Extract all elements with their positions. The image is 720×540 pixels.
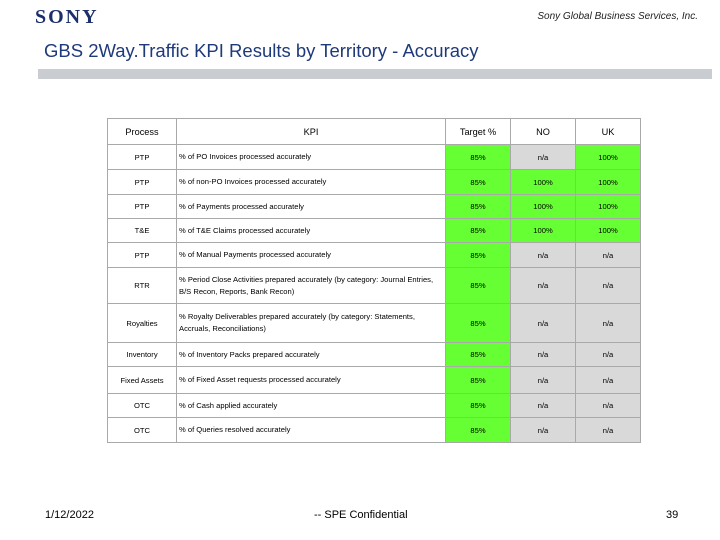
target-cell: 85% (445, 144, 511, 170)
slide-title: GBS 2Way.Traffic KPI Results by Territor… (44, 40, 479, 61)
target-cell: 85% (445, 267, 511, 304)
table-row: Fixed Assets % of Fixed Asset requests p… (107, 366, 641, 394)
process-cell: PTP (107, 144, 177, 170)
process-cell: PTP (107, 242, 177, 268)
process-cell: PTP (107, 169, 177, 195)
kpi-cell: % of Manual Payments processed accuratel… (176, 242, 446, 268)
process-cell: Inventory (107, 342, 177, 367)
process-cell: OTC (107, 417, 177, 443)
target-cell: 85% (445, 393, 511, 418)
target-cell: 85% (445, 194, 511, 219)
no-cell: n/a (510, 342, 576, 367)
target-cell: 85% (445, 242, 511, 268)
table-row: Royalties % Royalty Deliverables prepare… (107, 303, 641, 343)
uk-cell: n/a (575, 393, 641, 418)
target-cell: 85% (445, 366, 511, 394)
table-row: PTP % of Payments processed accurately 8… (107, 194, 641, 219)
table-row: T&E % of T&E Claims processed accurately… (107, 218, 641, 243)
no-cell: 100% (510, 194, 576, 219)
no-cell: n/a (510, 144, 576, 170)
table-row: OTC % of Queries resolved accurately 85%… (107, 417, 641, 443)
uk-cell: n/a (575, 366, 641, 394)
process-cell: Fixed Assets (107, 366, 177, 394)
uk-cell: 100% (575, 218, 641, 243)
table-header-row: Process KPI Target % NO UK (107, 118, 641, 145)
kpi-cell: % Royalty Deliverables prepared accurate… (176, 303, 446, 343)
no-cell: n/a (510, 417, 576, 443)
uk-cell: n/a (575, 417, 641, 443)
no-cell: 100% (510, 218, 576, 243)
target-cell: 85% (445, 417, 511, 443)
uk-cell: n/a (575, 267, 641, 304)
uk-cell: 100% (575, 194, 641, 219)
uk-cell: 100% (575, 144, 641, 170)
target-cell: 85% (445, 303, 511, 343)
uk-cell: n/a (575, 342, 641, 367)
kpi-cell: % of Inventory Packs prepared accurately (176, 342, 446, 367)
footer-confidential: -- SPE Confidential (314, 509, 408, 521)
table-row: PTP % of Manual Payments processed accur… (107, 242, 641, 268)
footer-page-number: 39 (666, 509, 679, 521)
table-row: PTP % of non-PO Invoices processed accur… (107, 169, 641, 195)
kpi-cell: % of T&E Claims processed accurately (176, 218, 446, 243)
process-cell: RTR (107, 267, 177, 304)
kpi-cell: % Period Close Activities prepared accur… (176, 267, 446, 304)
kpi-cell: % of Fixed Asset requests processed accu… (176, 366, 446, 394)
company-name: Sony Global Business Services, Inc. (537, 11, 698, 22)
no-cell: n/a (510, 303, 576, 343)
no-cell: n/a (510, 393, 576, 418)
kpi-cell: % of Cash applied accurately (176, 393, 446, 418)
table-row: RTR % Period Close Activities prepared a… (107, 267, 641, 304)
table-row: OTC % of Cash applied accurately 85% n/a… (107, 393, 641, 418)
table-row: PTP % of PO Invoices processed accuratel… (107, 144, 641, 170)
kpi-cell: % of PO Invoices processed accurately (176, 144, 446, 170)
uk-cell: 100% (575, 169, 641, 195)
kpi-cell: % of non-PO Invoices processed accuratel… (176, 169, 446, 195)
header-uk: UK (575, 118, 641, 145)
header-target: Target % (445, 118, 511, 145)
title-divider-bar (38, 69, 712, 79)
table-row: Inventory % of Inventory Packs prepared … (107, 342, 641, 367)
target-cell: 85% (445, 169, 511, 195)
no-cell: n/a (510, 366, 576, 394)
no-cell: 100% (510, 169, 576, 195)
process-cell: Royalties (107, 303, 177, 343)
no-cell: n/a (510, 242, 576, 268)
target-cell: 85% (445, 218, 511, 243)
kpi-table: Process KPI Target % NO UK PTP % of PO I… (107, 118, 641, 443)
kpi-cell: % of Queries resolved accurately (176, 417, 446, 443)
process-cell: OTC (107, 393, 177, 418)
header-process: Process (107, 118, 177, 145)
sony-logo: SONY (35, 6, 99, 28)
process-cell: T&E (107, 218, 177, 243)
process-cell: PTP (107, 194, 177, 219)
uk-cell: n/a (575, 303, 641, 343)
kpi-cell: % of Payments processed accurately (176, 194, 446, 219)
uk-cell: n/a (575, 242, 641, 268)
target-cell: 85% (445, 342, 511, 367)
header-no: NO (510, 118, 576, 145)
header-kpi: KPI (176, 118, 446, 145)
no-cell: n/a (510, 267, 576, 304)
footer-date: 1/12/2022 (45, 509, 94, 521)
